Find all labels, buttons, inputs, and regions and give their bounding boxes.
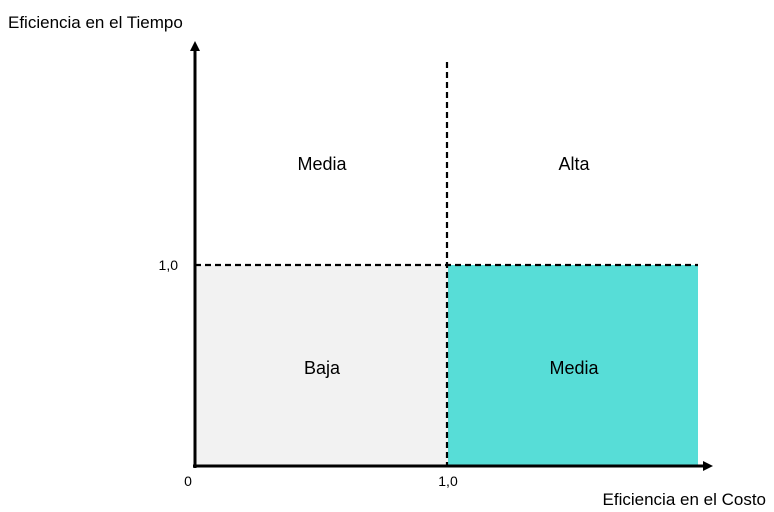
origin-tick-label: 0 (184, 473, 192, 489)
y-threshold-tick-label: 1,0 (159, 257, 179, 273)
quadrant-bottom-right-label: Media (549, 358, 599, 378)
y-axis-label: Eficiencia en el Tiempo (8, 13, 183, 32)
quadrant-top-right-label: Alta (558, 154, 590, 174)
quadrant-bottom-left-label: Baja (304, 358, 341, 378)
x-axis-label: Eficiencia en el Costo (603, 490, 766, 509)
x-threshold-tick-label: 1,0 (438, 473, 458, 489)
bottom-right-quadrant-fill (448, 265, 698, 466)
bottom-left-quadrant-fill (195, 265, 448, 466)
quadrant-top-left-label: Media (297, 154, 347, 174)
